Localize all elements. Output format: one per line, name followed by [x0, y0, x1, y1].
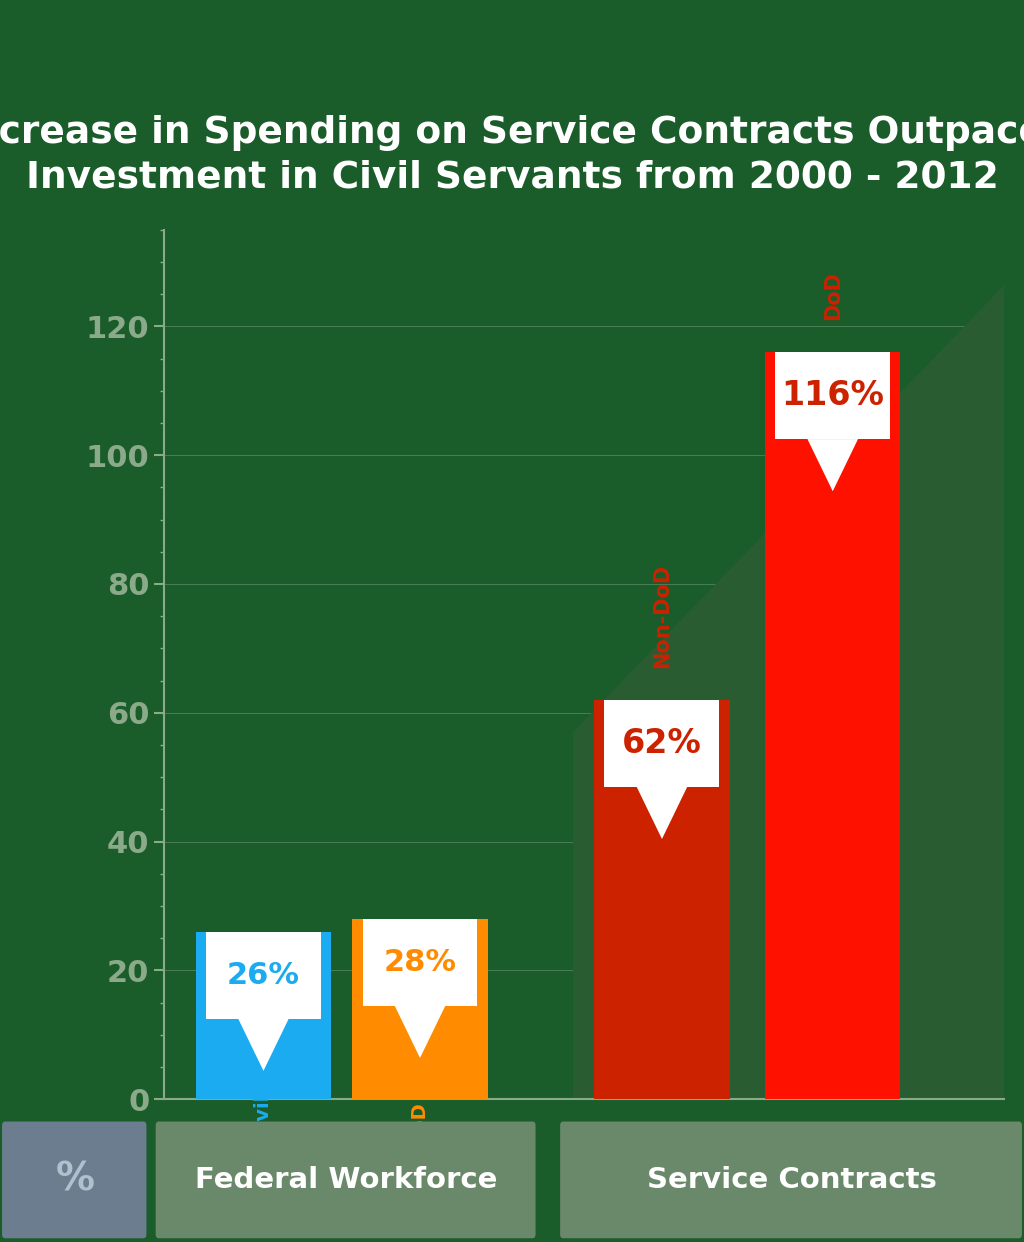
Text: 28%: 28%: [384, 948, 457, 976]
Text: Increase in Spending on Service Contracts Outpaces: Increase in Spending on Service Contract…: [0, 116, 1024, 150]
FancyBboxPatch shape: [775, 353, 890, 440]
FancyBboxPatch shape: [206, 932, 321, 1018]
Polygon shape: [239, 1018, 289, 1071]
FancyBboxPatch shape: [362, 919, 477, 1006]
Polygon shape: [394, 1006, 445, 1058]
Text: %: %: [55, 1161, 94, 1199]
FancyBboxPatch shape: [156, 1122, 536, 1238]
Polygon shape: [808, 440, 858, 492]
Bar: [594, 700, 729, 1099]
Polygon shape: [637, 787, 687, 840]
Polygon shape: [573, 274, 1014, 1099]
FancyBboxPatch shape: [2, 1122, 146, 1238]
FancyBboxPatch shape: [604, 700, 720, 787]
FancyBboxPatch shape: [560, 1122, 1022, 1238]
Text: Federal Civilian Workforce: Federal Civilian Workforce: [254, 941, 273, 1231]
Text: 62%: 62%: [623, 727, 701, 760]
Text: Service Contracts: Service Contracts: [646, 1166, 937, 1194]
Text: 26%: 26%: [227, 961, 300, 990]
Text: Non-DoD: Non-DoD: [652, 564, 672, 668]
Text: Federal Workforce: Federal Workforce: [195, 1166, 498, 1194]
Bar: [765, 353, 900, 1099]
Bar: [352, 919, 487, 1099]
Text: DoD Civilian: DoD Civilian: [411, 1016, 429, 1149]
Text: Investment in Civil Servants from 2000 - 2012: Investment in Civil Servants from 2000 -…: [26, 160, 998, 195]
Text: 116%: 116%: [781, 379, 884, 412]
Text: DoD: DoD: [822, 271, 843, 320]
Bar: [196, 932, 331, 1099]
